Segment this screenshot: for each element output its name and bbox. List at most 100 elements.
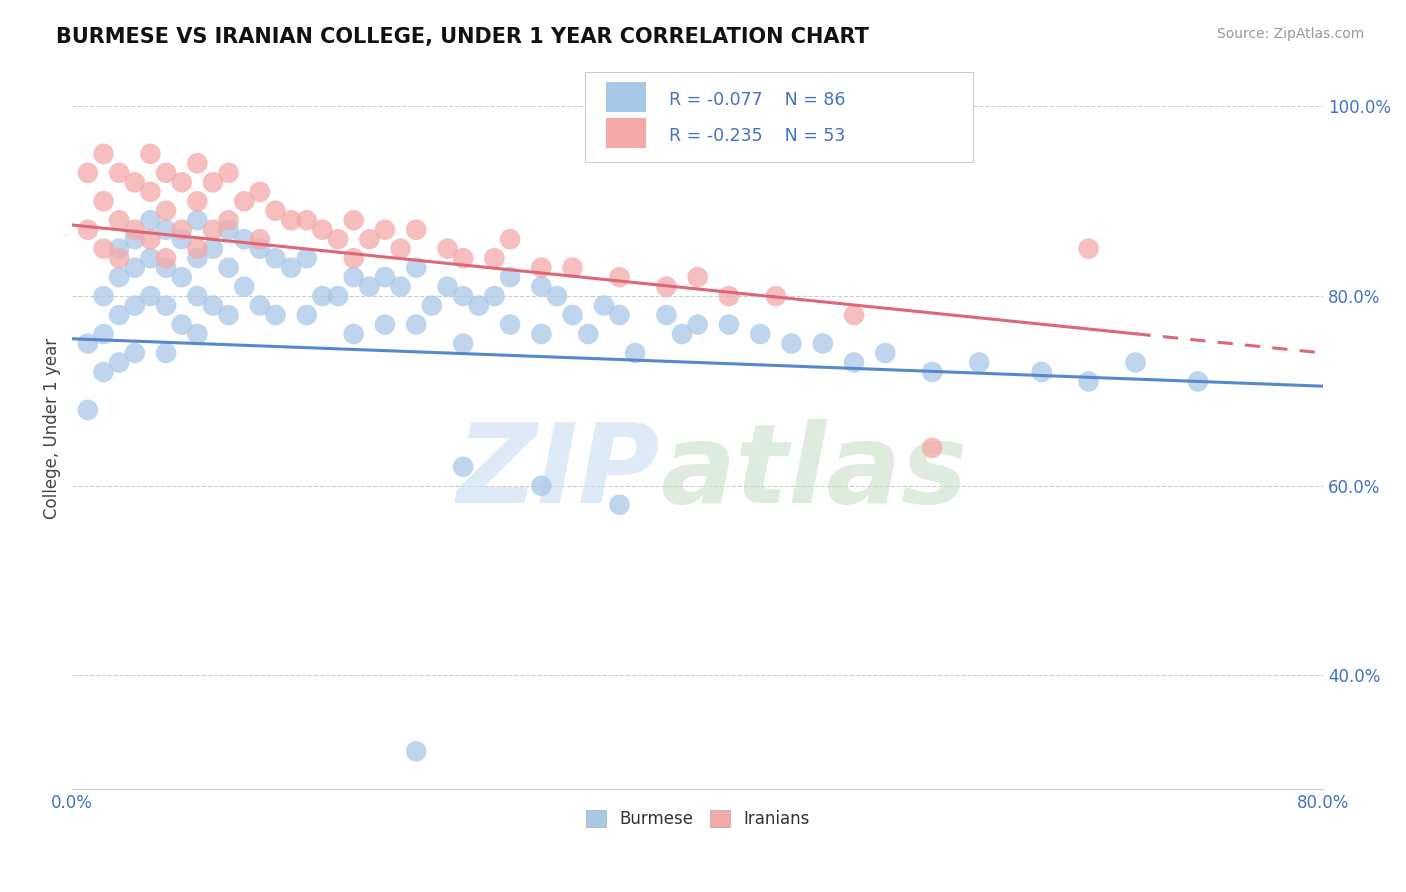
Point <box>311 223 333 237</box>
Point <box>451 459 474 474</box>
Text: R = -0.235    N = 53: R = -0.235 N = 53 <box>669 127 845 145</box>
Point <box>93 194 115 209</box>
Point <box>233 232 256 246</box>
Point <box>343 251 366 265</box>
Point <box>186 326 208 341</box>
Point <box>295 251 318 265</box>
Point <box>389 279 412 293</box>
Point <box>609 270 631 285</box>
Point <box>201 299 224 313</box>
Point <box>170 175 193 189</box>
Point <box>484 251 506 265</box>
Point <box>155 203 177 218</box>
Point <box>484 289 506 303</box>
Point <box>921 365 943 379</box>
Point <box>530 279 553 293</box>
Point <box>249 242 271 256</box>
Point <box>499 232 522 246</box>
Point <box>139 146 162 161</box>
Point <box>311 289 333 303</box>
Point <box>93 242 115 256</box>
Point <box>155 251 177 265</box>
Point <box>218 308 240 322</box>
Point <box>186 251 208 265</box>
Point <box>326 289 349 303</box>
Point <box>609 308 631 322</box>
Point <box>686 318 709 332</box>
Point <box>436 279 458 293</box>
Point <box>326 232 349 246</box>
Point <box>546 289 568 303</box>
Point <box>592 299 614 313</box>
Point <box>249 232 271 246</box>
Point <box>108 270 131 285</box>
Point <box>218 260 240 275</box>
Point <box>124 260 146 275</box>
Point <box>76 223 98 237</box>
Point <box>108 355 131 369</box>
Point <box>717 318 740 332</box>
Text: R = -0.077    N = 86: R = -0.077 N = 86 <box>669 90 845 109</box>
Point <box>76 336 98 351</box>
FancyBboxPatch shape <box>585 72 973 162</box>
Point <box>686 270 709 285</box>
Point <box>280 260 302 275</box>
Point <box>201 175 224 189</box>
Point <box>374 270 396 285</box>
Point <box>218 213 240 227</box>
Point <box>186 242 208 256</box>
Point <box>530 260 553 275</box>
Point <box>451 251 474 265</box>
Point <box>530 326 553 341</box>
Point <box>875 346 897 360</box>
Point <box>295 308 318 322</box>
Point <box>155 166 177 180</box>
Point <box>233 194 256 209</box>
Point <box>499 318 522 332</box>
Point <box>280 213 302 227</box>
Point <box>139 213 162 227</box>
Legend: Burmese, Iranians: Burmese, Iranians <box>579 804 817 835</box>
Point <box>186 213 208 227</box>
Point <box>170 232 193 246</box>
Point <box>374 318 396 332</box>
Point <box>76 166 98 180</box>
Point <box>264 308 287 322</box>
Point <box>93 365 115 379</box>
Point <box>108 251 131 265</box>
Point <box>436 242 458 256</box>
Point <box>218 223 240 237</box>
Point <box>218 166 240 180</box>
Point <box>780 336 803 351</box>
Point <box>343 213 366 227</box>
Point <box>108 166 131 180</box>
Point <box>295 213 318 227</box>
Text: atlas: atlas <box>661 418 967 525</box>
Point <box>1125 355 1147 369</box>
Point <box>374 223 396 237</box>
Point <box>170 223 193 237</box>
Point <box>155 346 177 360</box>
Text: BURMESE VS IRANIAN COLLEGE, UNDER 1 YEAR CORRELATION CHART: BURMESE VS IRANIAN COLLEGE, UNDER 1 YEAR… <box>56 27 869 46</box>
Point <box>186 194 208 209</box>
Point <box>576 326 599 341</box>
Point <box>201 242 224 256</box>
Point <box>967 355 990 369</box>
Point <box>1077 242 1099 256</box>
Point <box>389 242 412 256</box>
Point <box>124 175 146 189</box>
Y-axis label: College, Under 1 year: College, Under 1 year <box>44 338 60 519</box>
Point <box>155 260 177 275</box>
Point <box>264 203 287 218</box>
Point <box>124 299 146 313</box>
Text: Source: ZipAtlas.com: Source: ZipAtlas.com <box>1216 27 1364 41</box>
Point <box>249 299 271 313</box>
Point <box>124 346 146 360</box>
Point <box>468 299 491 313</box>
Point <box>420 299 443 313</box>
Point <box>1077 375 1099 389</box>
Point <box>76 403 98 417</box>
Point <box>93 289 115 303</box>
Point <box>624 346 647 360</box>
FancyBboxPatch shape <box>606 82 647 112</box>
